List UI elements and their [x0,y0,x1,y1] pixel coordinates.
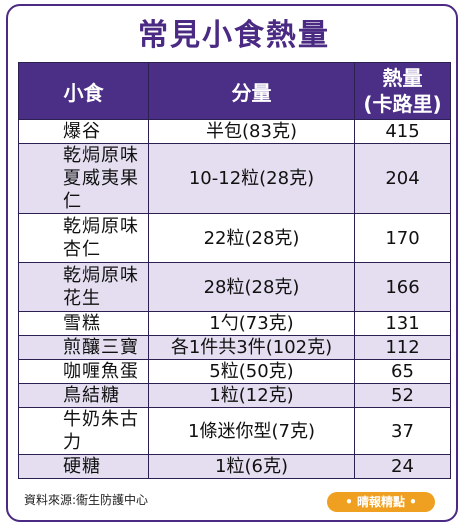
page-title: 常見小食熱量 [138,18,330,53]
snack-cell: 鳥結糖 [18,383,149,408]
table-row: 雪糕 1勺(73克) 131 [18,311,451,336]
portion-cell: 22粒(28克) [148,213,355,263]
snack-cell: 乾焗原味 夏威夷果仁 [18,143,149,214]
table-row: 鳥結糖 1粒(12克) 52 [18,383,451,408]
calories-cell: 65 [354,359,451,384]
header-calories-line2: (卡路里) [363,92,442,116]
snack-name-line: 牛奶朱古力 [63,409,139,453]
snack-cell: 雪糕 [18,311,149,336]
table-row: 煎釀三寶 各1件共3件(102克) 112 [18,335,451,360]
table-row: 乾焗原味 杏仁 22粒(28克) 170 [18,213,451,263]
snack-name-line: 夏威夷果仁 [63,168,139,212]
portion-cell: 各1件共3件(102克) [148,335,355,360]
snack-name-line: 硬糖 [63,456,101,477]
calorie-table: 小食 分量 熱量 (卡路里) 爆谷 半包(83克) 415 乾焗原味 夏威夷果仁 10-1… [18,62,451,479]
portion-cell: 1粒(12克) [148,383,355,408]
snack-name-line: 雪糕 [63,313,101,334]
calories-cell: 131 [354,311,451,336]
snack-name-line: 花生 [63,288,101,309]
snack-cell: 乾焗原味 花生 [18,262,149,312]
table-row: 牛奶朱古力 1條迷你型(7克) 37 [18,407,451,455]
table-row: 硬糖 1粒(6克) 24 [18,454,451,479]
snack-cell: 硬糖 [18,454,149,479]
table-row: 咖喱魚蛋 5粒(50克) 65 [18,359,451,384]
table-header-row: 小食 分量 熱量 (卡路里) [18,62,451,120]
header-calories: 熱量 (卡路里) [354,62,451,120]
calories-cell: 204 [354,143,451,214]
snack-cell: 乾焗原味 杏仁 [18,213,149,263]
table-row: 爆谷 半包(83克) 415 [18,119,451,144]
portion-cell: 1勺(73克) [148,311,355,336]
snack-name-line: 咖喱魚蛋 [63,361,139,382]
publisher-badge: • 晴報精點 • [327,492,435,512]
calories-cell: 52 [354,383,451,408]
snack-cell: 咖喱魚蛋 [18,359,149,384]
calories-cell: 24 [354,454,451,479]
header-calories-line1: 熱量 [382,66,423,90]
calories-cell: 166 [354,262,451,312]
snack-name-line: 乾焗原味 [63,265,139,286]
snack-cell: 爆谷 [18,119,149,144]
calories-cell: 415 [354,119,451,144]
source-note: 資料來源:衞生防護中心 [24,493,149,507]
snack-cell: 牛奶朱古力 [18,407,149,455]
calories-cell: 112 [354,335,451,360]
portion-cell: 5粒(50克) [148,359,355,384]
header-snack: 小食 [18,62,149,120]
portion-cell: 10-12粒(28克) [148,143,355,214]
calories-cell: 37 [354,407,451,455]
snack-name-line: 煎釀三寶 [63,337,139,358]
table-row: 乾焗原味 夏威夷果仁 10-12粒(28克) 204 [18,143,451,214]
portion-cell: 1粒(6克) [148,454,355,479]
snack-name-line: 爆谷 [63,121,101,142]
portion-cell: 28粒(28克) [148,262,355,312]
header-portion: 分量 [148,62,355,120]
snack-name-line: 杏仁 [63,239,101,260]
portion-cell: 半包(83克) [148,119,355,144]
calories-cell: 170 [354,213,451,263]
snack-name-line: 鳥結糖 [63,385,120,406]
snack-name-line: 乾焗原味 [63,216,139,237]
snack-name-line: 乾焗原味 [63,145,139,166]
table-row: 乾焗原味 花生 28粒(28克) 166 [18,262,451,312]
snack-cell: 煎釀三寶 [18,335,149,360]
portion-cell: 1條迷你型(7克) [148,407,355,455]
